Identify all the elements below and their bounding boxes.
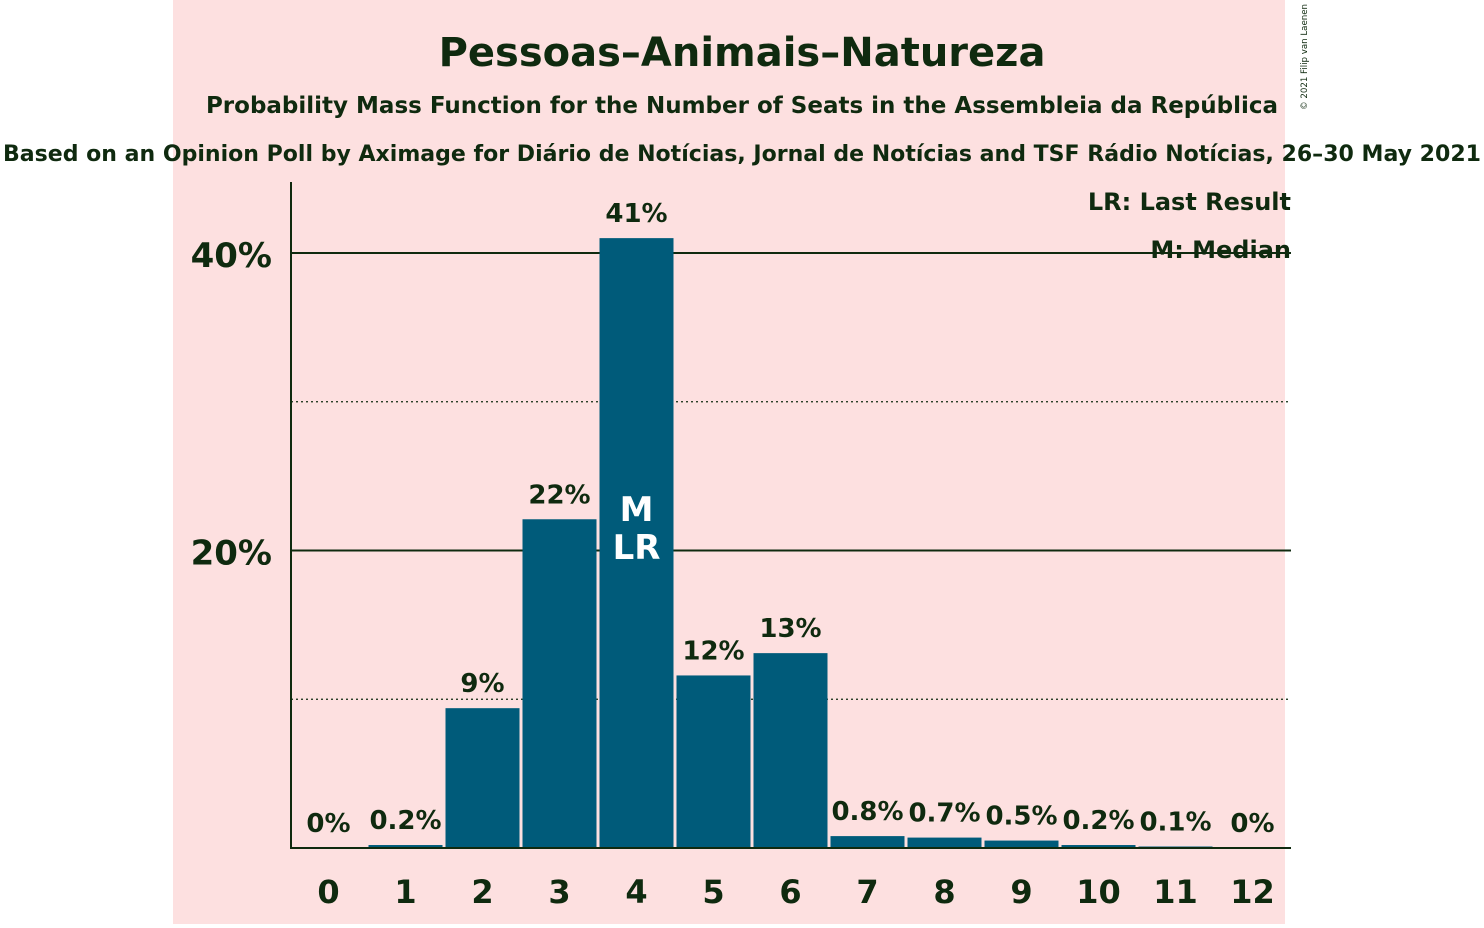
data-label-background	[519, 475, 600, 510]
data-label-seat-3: 22%	[528, 480, 590, 510]
chart-title: Pessoas–Animais–Natureza	[439, 30, 1046, 76]
data-label-background	[981, 796, 1062, 831]
data-label-seat-4: 41%	[605, 199, 667, 229]
copyright-notice: © 2021 Filip van Laenen	[1300, 4, 1310, 110]
x-tick-label-3: 3	[548, 873, 570, 911]
data-label-background	[673, 631, 754, 666]
x-tick-label-8: 8	[933, 873, 955, 911]
data-label-seat-8: 0.7%	[908, 799, 980, 829]
x-tick-label-1: 1	[394, 873, 416, 911]
bar-seat-5	[676, 675, 751, 848]
data-label-background	[442, 664, 523, 699]
chart-subtitle: Probability Mass Function for the Number…	[206, 93, 1278, 119]
data-label-background	[365, 801, 446, 836]
bar-seat-4	[599, 238, 674, 848]
data-label-seat-2: 9%	[460, 669, 504, 699]
x-tick-label-10: 10	[1076, 873, 1121, 911]
data-label-seat-1: 0.2%	[369, 806, 441, 836]
data-label-seat-5: 12%	[682, 636, 744, 666]
bars	[368, 238, 1213, 848]
legend-last-result: LR: Last Result	[1088, 188, 1291, 216]
x-tick-label-7: 7	[856, 873, 878, 911]
y-tick-labels: 20% 40%	[191, 236, 272, 574]
x-tick-label-4: 4	[625, 873, 647, 911]
bar-seat-9	[984, 840, 1059, 848]
data-label-background	[1058, 801, 1139, 836]
x-tick-label-12: 12	[1230, 873, 1275, 911]
legend-median: M: Median	[1150, 236, 1291, 264]
x-tick-labels: 0 1 2 3 4 5 6 7 8 9 10 11 12	[317, 873, 1274, 911]
x-tick-label-11: 11	[1153, 873, 1198, 911]
data-label-seat-11: 0.1%	[1139, 808, 1211, 838]
data-label-background	[904, 793, 985, 828]
data-label-seat-9: 0.5%	[985, 802, 1057, 832]
y-tick-label: 20%	[191, 534, 272, 574]
x-tick-label-5: 5	[702, 873, 724, 911]
bar-seat-7	[830, 836, 905, 848]
x-tick-label-0: 0	[317, 873, 339, 911]
data-label-seat-12: 0%	[1230, 809, 1274, 839]
data-label-seat-0: 0%	[306, 809, 350, 839]
bar-seat-10	[1061, 845, 1136, 848]
chart-source: Based on an Opinion Poll by Aximage for …	[3, 142, 1481, 167]
last-result-marker: LR	[613, 528, 661, 568]
bar-seat-3	[522, 519, 597, 848]
data-label-seat-7: 0.8%	[831, 797, 903, 827]
data-label-seat-6: 13%	[759, 614, 821, 644]
bar-seat-8	[907, 837, 982, 848]
gridlines	[291, 252, 1291, 700]
bar-seat-1	[368, 845, 443, 848]
bar-seat-2	[445, 708, 520, 848]
y-tick-label: 40%	[191, 236, 272, 276]
data-labels: 0% 0.2%9%22%41%12%13%0.8% 0.7% 0.5% 0.2% 0.1%…	[306, 194, 1275, 839]
data-label-background	[750, 609, 831, 644]
median-marker: M	[620, 490, 654, 530]
x-tick-label-2: 2	[471, 873, 493, 911]
x-tick-label-6: 6	[779, 873, 801, 911]
bar-seat-6	[753, 653, 828, 848]
data-label-background	[1135, 802, 1216, 837]
bar-markers: MLR	[613, 490, 661, 568]
data-label-background	[596, 194, 677, 229]
x-tick-label-9: 9	[1010, 873, 1032, 911]
data-label-seat-10: 0.2%	[1062, 806, 1134, 836]
data-label-background	[827, 792, 908, 827]
